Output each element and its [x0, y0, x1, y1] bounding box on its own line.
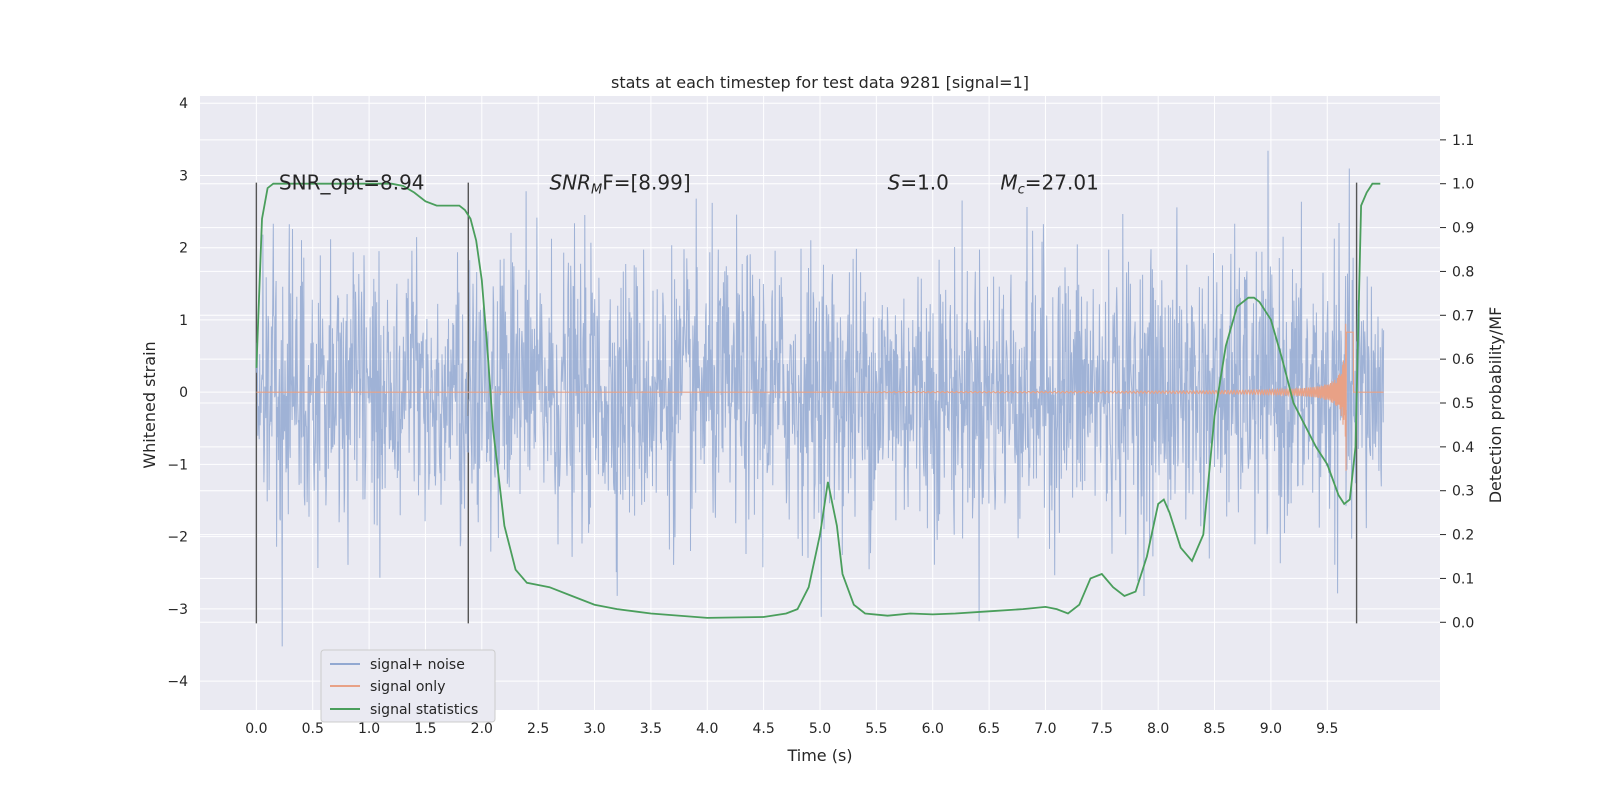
x-tick-label: 8.0	[1147, 721, 1169, 737]
y-left-tick-label: 4	[179, 96, 188, 112]
y-axis-left: 4 3 2 1 0 −1 −2 −3 −4	[167, 96, 188, 690]
noise-trace	[255, 150, 1385, 647]
annotation: SNR_opt=8.94	[279, 171, 425, 195]
y-left-tick-label: 2	[179, 241, 188, 257]
y-left-tick-label: 3	[179, 168, 188, 184]
x-tick-label: 7.0	[1034, 721, 1056, 737]
y-right-tick-label: 0.8	[1452, 264, 1474, 280]
y-right-tick-label: 0.6	[1452, 352, 1474, 368]
x-tick-label: 9.5	[1316, 721, 1338, 737]
legend-label-signal-noise: signal+ noise	[370, 657, 465, 673]
x-tick-label: 5.0	[809, 721, 831, 737]
x-tick-label: 6.5	[978, 721, 1000, 737]
y-right-tick-label: 0.5	[1452, 396, 1474, 412]
x-tick-label: 3.5	[640, 721, 662, 737]
x-tick-label: 5.5	[865, 721, 887, 737]
statistics-line	[255, 182, 1381, 619]
x-tick-label: 6.0	[922, 721, 944, 737]
chart-title: stats at each timestep for test data 928…	[611, 73, 1029, 92]
y-right-tick-label: 0.2	[1452, 528, 1474, 544]
x-axis-label: Time (s)	[786, 746, 852, 765]
series-signal-only	[256, 323, 1384, 471]
x-tick-label: 4.5	[753, 721, 775, 737]
annotation: S=1.0	[888, 171, 949, 195]
signal-trace	[256, 323, 1384, 471]
x-axis: 0.0 0.5 1.0 1.5 2.0 2.5 3.0 3.5 4.0 4.5 5.0 5.5 6.0 6…	[245, 721, 1338, 737]
legend-label-signal-statistics: signal statistics	[370, 702, 478, 718]
y-right-tick-label: 0.9	[1452, 221, 1474, 237]
x-tick-label: 1.0	[358, 721, 380, 737]
x-tick-label: 0.0	[245, 721, 267, 737]
x-tick-label: 3.0	[583, 721, 605, 737]
x-tick-label: 0.5	[302, 721, 324, 737]
y-right-tick-label: 0.0	[1452, 615, 1474, 631]
y-right-tick-label: 0.3	[1452, 484, 1474, 500]
x-tick-label: 1.5	[414, 721, 436, 737]
y-axis-right-label: Detection probability/MF	[1486, 307, 1505, 504]
y-left-tick-label: 1	[179, 313, 188, 329]
x-tick-label: 2.5	[527, 721, 549, 737]
y-left-tick-label: −1	[167, 457, 188, 473]
annotations: SNR_opt=8.94 SNRMF=[8.99] S=1.0 Mc=27.01	[279, 171, 1099, 198]
x-tick-label: 2.0	[471, 721, 493, 737]
legend: signal+ noise signal only signal statist…	[320, 649, 496, 723]
y-right-tick-label: 0.1	[1452, 571, 1474, 587]
y-left-tick-label: −2	[167, 530, 188, 546]
y-axis-right: 1.1 1.0 0.9 0.8 0.7 0.6 0.5 0.4 0.3 0.2 0.1 0.0	[1440, 133, 1474, 631]
annotation: SNRMF=[8.99]	[549, 171, 690, 198]
series-signal-noise	[255, 150, 1385, 647]
y-left-tick-label: −3	[167, 602, 188, 618]
annotation: Mc=27.01	[1000, 171, 1098, 198]
x-tick-label: 8.5	[1203, 721, 1225, 737]
y-right-tick-label: 1.1	[1452, 133, 1474, 149]
series-signal-statistics	[255, 182, 1381, 619]
y-left-tick-label: −4	[167, 674, 188, 690]
y-axis-left-label: Whitened strain	[140, 341, 159, 468]
legend-box	[320, 649, 496, 723]
y-right-tick-label: 0.7	[1452, 308, 1474, 324]
x-tick-label: 7.5	[1091, 721, 1113, 737]
x-tick-label: 9.0	[1260, 721, 1282, 737]
y-right-tick-label: 0.4	[1452, 440, 1474, 456]
y-left-tick-label: 0	[179, 385, 188, 401]
legend-label-signal-only: signal only	[370, 679, 445, 695]
x-tick-label: 4.0	[696, 721, 718, 737]
y-right-tick-label: 1.0	[1452, 177, 1474, 193]
